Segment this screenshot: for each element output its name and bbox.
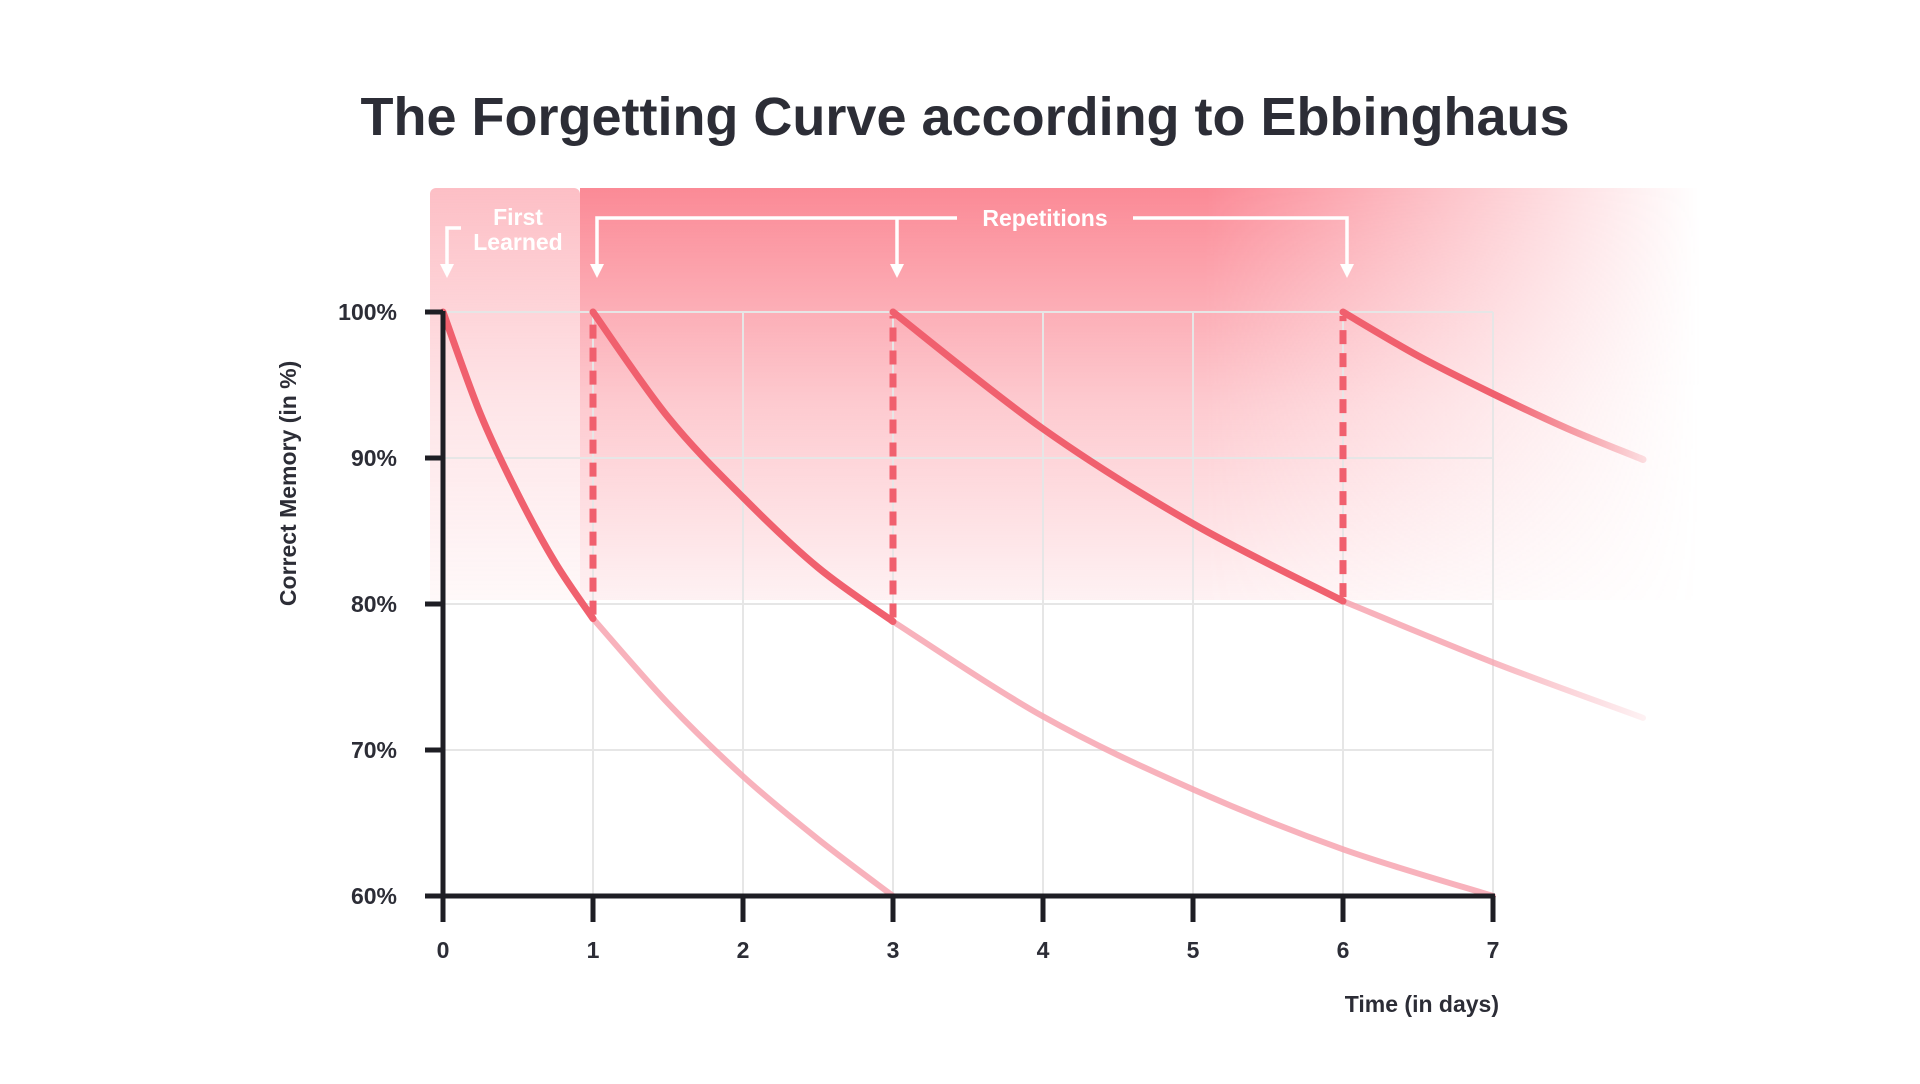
repetitions-label: Repetitions [982, 205, 1107, 231]
curve-2-forgotten [890, 618, 1496, 899]
first-learned-band [430, 188, 580, 668]
repetitions-bracket-right [1133, 216, 1349, 266]
curve-1-forgotten [590, 615, 896, 899]
curve-3-retained [889, 308, 1347, 605]
x-tick-label-1: 1 [587, 937, 600, 963]
repetitions-band [580, 188, 1700, 668]
axes: 60% 70% 80% 90% 100% 0 1 2 3 4 5 6 7 Time (in days) Co… [275, 299, 1499, 1017]
curve-4-retained [1339, 308, 1647, 463]
curve-2-retained [589, 308, 897, 625]
y-tick-label-80: 80% [351, 591, 397, 617]
first-learned-arrow-icon [440, 264, 454, 278]
x-tick-label-5: 5 [1187, 937, 1200, 963]
repetition-arrow-icon-day-6 [1340, 264, 1354, 278]
first-learned-bracket [445, 226, 461, 266]
curve-1-retained [439, 308, 597, 623]
x-tick-label-0: 0 [437, 937, 450, 963]
x-tick-label-4: 4 [1037, 937, 1050, 963]
y-tick-label-70: 70% [351, 737, 397, 763]
x-axis-label: Time (in days) [1345, 991, 1499, 1017]
x-tick-label-7: 7 [1487, 937, 1500, 963]
repetition-arrow-icon-day-1 [590, 264, 604, 278]
annotations: First Learned Repetitions [440, 204, 1354, 278]
chart-title: The Forgetting Curve according to Ebbing… [360, 87, 1569, 147]
x-tick-label-3: 3 [887, 937, 900, 963]
curves [439, 308, 1647, 625]
curve-3-forgotten [1340, 598, 1646, 721]
y-tick-label-90: 90% [351, 445, 397, 471]
x-tick-label-2: 2 [737, 937, 750, 963]
y-tick-label-60: 60% [351, 883, 397, 909]
background-bands [430, 188, 1700, 668]
repetition-arrow-icon-day-3 [890, 264, 904, 278]
repetitions-bracket-left [595, 216, 957, 266]
y-axis-label: Correct Memory (in %) [275, 361, 301, 606]
faded-curves [590, 598, 1646, 899]
x-tick-label-6: 6 [1337, 937, 1350, 963]
y-tick-label-100: 100% [338, 299, 397, 325]
repetition-dashed-lines [589, 316, 1347, 618]
first-learned-label: First Learned [473, 204, 562, 255]
